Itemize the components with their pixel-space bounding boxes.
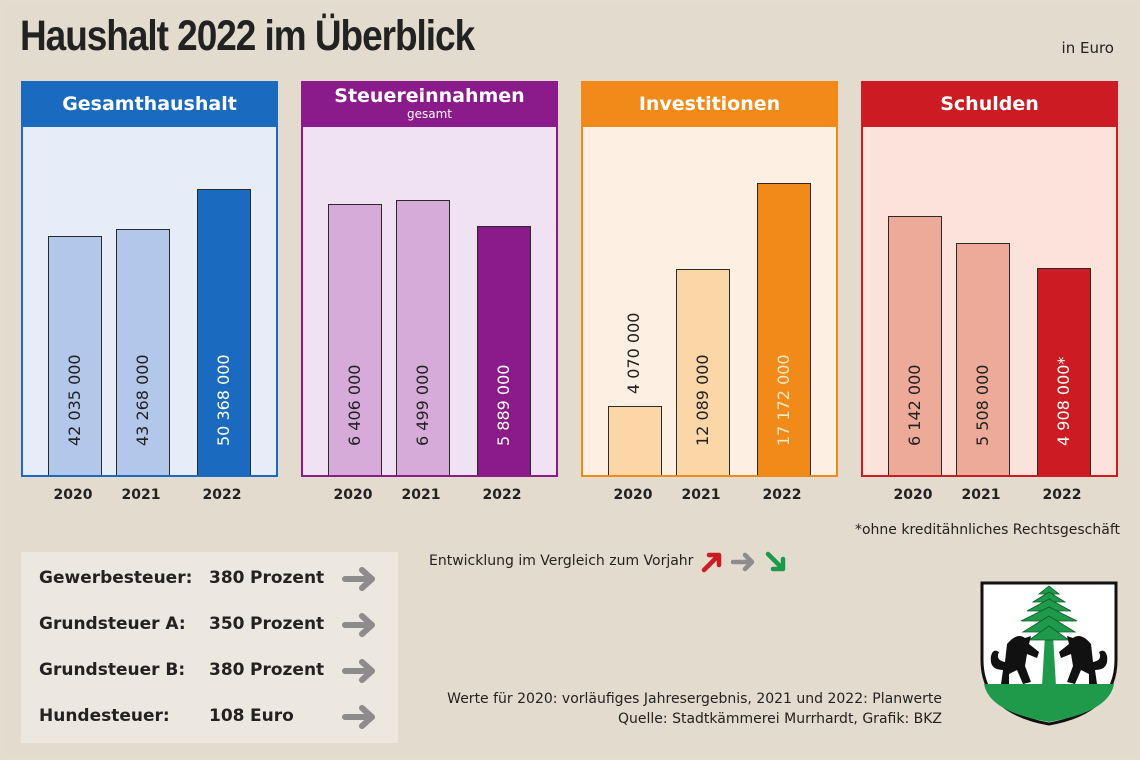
bar-2020: 42 035 000 (48, 236, 102, 475)
page-title: Haushalt 2022 im Überblick (20, 12, 475, 60)
bar-value-label: 6 142 000 (905, 364, 924, 446)
bar-value-label: 5 508 000 (973, 364, 992, 446)
bar-value-label: 4 070 000 (624, 312, 643, 394)
panel-header: Gesamthaushalt (21, 81, 278, 127)
panel-plot-area: 42 035 000 43 268 000 50 368 000 (21, 127, 278, 477)
footnote: *ohne kreditähnliches Rechtsgeschäft (854, 522, 1120, 538)
bar-2022: 50 368 000 (197, 189, 251, 475)
panel-subtitle: gesamt (407, 107, 452, 121)
tax-name: Grundsteuer A: (39, 614, 186, 634)
x-tick-label: 2022 (202, 487, 242, 503)
source-note: Werte für 2020: vorläufiges Jahresergebn… (447, 689, 942, 729)
tax-row: Grundsteuer A: 350 Prozent (21, 610, 398, 640)
arrow-right-icon (730, 552, 755, 572)
bar-value-label: 43 268 000 (133, 354, 152, 446)
x-tick-label: 2021 (961, 487, 1001, 503)
arrow-right-icon (342, 613, 375, 637)
arrow-right-icon (342, 659, 375, 683)
bar-value-label: 6 499 000 (413, 364, 432, 446)
bar-value-label: 4 908 000* (1054, 356, 1073, 446)
tax-name: Gewerbesteuer: (39, 568, 193, 588)
tax-unit: Prozent (250, 614, 325, 634)
tax-name: Grundsteuer B: (39, 660, 186, 680)
tax-unit: Prozent (250, 660, 325, 680)
tax-unit: Prozent (250, 568, 325, 588)
bar-2021: 43 268 000 (116, 229, 170, 475)
tax-rates-box: Gewerbesteuer: 380 Prozent Grundsteuer A… (21, 552, 398, 743)
x-tick-label: 2020 (333, 487, 373, 503)
bar-2020: 6 406 000 (328, 204, 382, 475)
trend-legend-label: Entwicklung im Vergleich zum Vorjahr (429, 553, 694, 569)
bar-2020 (608, 406, 662, 475)
arrow-down-right-icon (765, 551, 786, 572)
panel-plot-area: 6 406 000 6 499 000 5 889 000 (301, 127, 558, 477)
bar-2022: 5 889 000 (477, 226, 531, 475)
source-line-values: Werte für 2020: vorläufiges Jahresergebn… (447, 691, 942, 707)
bar-2022: 4 908 000* (1037, 268, 1091, 475)
tax-row: Gewerbesteuer: 380 Prozent (21, 564, 398, 594)
tax-name: Hundesteuer: (39, 706, 170, 726)
bar-value-label: 12 089 000 (693, 354, 712, 446)
panel-header: Schulden (861, 81, 1118, 127)
bar-value-label: 5 889 000 (494, 364, 513, 446)
unit-note: in Euro (1061, 39, 1114, 57)
bar-value-label: 17 172 000 (774, 354, 793, 446)
panel-header: Investitionen (581, 81, 838, 127)
bar-2021: 5 508 000 (956, 243, 1010, 475)
panel-schulden: Schulden 6 142 000 5 508 000 4 908 000* (861, 81, 1118, 478)
panel-gesamthaushalt: Gesamthaushalt 42 035 000 43 268 000 50 368… (21, 81, 278, 478)
panel-plot-area: 6 142 000 5 508 000 4 908 000* (861, 127, 1118, 477)
bar-2020: 6 142 000 (888, 216, 942, 475)
x-tick-label: 2021 (681, 487, 721, 503)
tax-value: 380 (209, 568, 245, 588)
x-tick-label: 2022 (762, 487, 802, 503)
panel-title: Investitionen (638, 93, 781, 115)
bar-2021: 6 499 000 (396, 200, 450, 475)
bar-value-label: 6 406 000 (345, 364, 364, 446)
panel-title: Steuereinnahmen (334, 85, 525, 107)
tax-row: Hundesteuer: 108 Euro (21, 702, 398, 732)
bar-2021: 12 089 000 (676, 269, 730, 475)
x-tick-label: 2020 (613, 487, 653, 503)
x-tick-label: 2020 (53, 487, 93, 503)
coat-of-arms-icon (980, 581, 1118, 726)
bar-value-label: 50 368 000 (214, 354, 233, 446)
tax-unit: Euro (250, 706, 294, 726)
panel-header: Steuereinnahmen gesamt (301, 81, 558, 127)
source-line-credit: Quelle: Stadtkämmerei Murrhardt, Grafik:… (618, 711, 942, 727)
arrow-up-right-icon (701, 552, 722, 573)
panel-investitionen: Investitionen 4 070 000 12 089 000 17 172 0… (581, 81, 838, 478)
panel-plot-area: 4 070 000 12 089 000 17 172 000 (581, 127, 838, 477)
arrow-right-icon (342, 705, 375, 729)
tax-row: Grundsteuer B: 380 Prozent (21, 656, 398, 686)
x-tick-label: 2021 (121, 487, 161, 503)
bar-2022: 17 172 000 (757, 183, 811, 475)
arrow-right-icon (342, 567, 375, 591)
tax-value: 108 (209, 706, 245, 726)
panel-title: Gesamthaushalt (62, 93, 237, 115)
x-tick-label: 2022 (482, 487, 522, 503)
panel-title: Schulden (940, 93, 1039, 115)
tax-value: 380 (209, 660, 245, 680)
tax-value: 350 (209, 614, 245, 634)
x-tick-label: 2022 (1042, 487, 1082, 503)
bar-value-label: 42 035 000 (65, 354, 84, 446)
x-tick-label: 2020 (893, 487, 933, 503)
panel-steuereinnahmen: Steuereinnahmen gesamt 6 406 000 6 499 000 5… (301, 81, 558, 478)
x-tick-label: 2021 (401, 487, 441, 503)
